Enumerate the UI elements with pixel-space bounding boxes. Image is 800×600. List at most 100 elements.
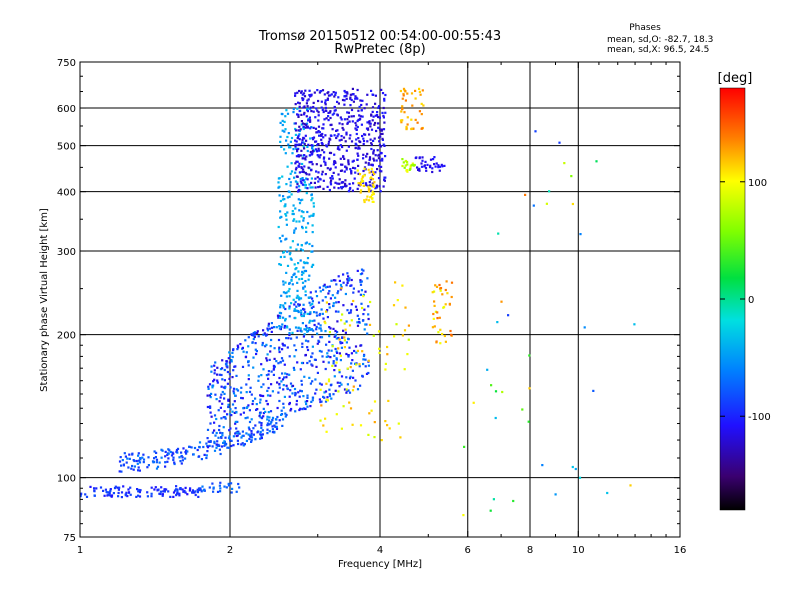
data-point xyxy=(167,457,170,460)
data-point xyxy=(284,307,287,311)
data-point xyxy=(223,410,226,413)
data-point xyxy=(316,89,319,92)
data-point xyxy=(347,337,350,340)
data-point xyxy=(280,357,284,360)
data-point xyxy=(329,181,332,184)
data-point xyxy=(340,163,343,166)
data-point xyxy=(300,167,303,170)
data-point xyxy=(397,422,400,425)
data-point xyxy=(372,192,375,195)
data-point xyxy=(232,435,235,438)
data-point xyxy=(316,371,319,374)
data-point xyxy=(85,495,89,498)
data-point xyxy=(317,119,320,122)
data-point xyxy=(205,454,208,457)
data-point xyxy=(123,452,126,455)
data-point xyxy=(373,172,376,176)
data-point xyxy=(382,114,385,117)
data-point xyxy=(379,159,382,162)
data-point xyxy=(377,177,381,180)
data-point xyxy=(241,397,244,400)
data-point xyxy=(358,317,361,321)
data-point xyxy=(403,368,406,371)
data-point xyxy=(325,301,328,304)
data-point xyxy=(220,393,223,396)
data-point xyxy=(330,349,333,352)
data-point xyxy=(337,173,340,176)
data-point xyxy=(283,344,286,347)
data-point xyxy=(213,369,216,372)
stats-line-x: mean, sd,X: 96.5, 24.5 xyxy=(607,45,709,55)
data-point xyxy=(284,203,287,206)
data-point xyxy=(221,378,224,381)
data-point xyxy=(400,110,403,113)
data-point xyxy=(339,359,342,362)
data-point xyxy=(359,183,362,186)
data-point xyxy=(371,193,374,196)
data-point xyxy=(320,141,323,145)
data-point xyxy=(404,159,407,163)
data-point xyxy=(352,115,355,118)
data-point xyxy=(277,338,281,342)
data-point xyxy=(371,190,374,193)
data-point xyxy=(231,410,234,413)
data-point xyxy=(284,412,287,415)
data-point xyxy=(205,442,208,445)
data-point xyxy=(444,288,447,292)
data-point xyxy=(197,495,200,498)
data-point xyxy=(295,147,298,150)
data-point xyxy=(285,337,288,340)
data-point xyxy=(217,436,220,439)
data-point xyxy=(320,383,323,386)
data-point xyxy=(296,91,299,94)
data-point xyxy=(299,259,302,262)
data-point xyxy=(323,320,326,323)
data-point xyxy=(322,110,325,114)
data-point xyxy=(332,171,335,174)
data-point xyxy=(356,349,359,352)
data-point xyxy=(164,450,167,453)
data-point xyxy=(349,97,352,100)
data-point xyxy=(300,215,303,218)
data-point xyxy=(247,426,250,429)
data-point xyxy=(184,486,187,489)
data-point xyxy=(326,396,329,399)
data-point xyxy=(251,400,255,403)
data-point xyxy=(184,451,187,454)
data-point xyxy=(356,158,359,161)
data-point xyxy=(294,129,298,132)
data-point xyxy=(288,373,291,376)
data-point xyxy=(301,227,304,230)
data-point xyxy=(426,163,429,166)
data-point xyxy=(343,339,346,342)
data-point xyxy=(310,355,313,358)
data-point xyxy=(433,290,436,293)
data-point xyxy=(281,424,284,427)
data-point xyxy=(234,420,237,423)
data-point xyxy=(289,257,292,260)
data-point xyxy=(524,193,527,196)
data-point xyxy=(324,322,327,325)
data-point xyxy=(289,389,292,392)
data-point xyxy=(310,328,313,331)
data-point xyxy=(335,357,338,360)
data-point xyxy=(295,166,298,169)
data-point xyxy=(299,327,302,330)
data-point xyxy=(345,133,348,136)
data-point xyxy=(282,344,285,347)
data-point xyxy=(323,93,326,96)
data-point xyxy=(372,152,375,155)
data-point xyxy=(269,345,272,348)
data-point xyxy=(317,147,320,150)
data-point xyxy=(262,383,265,386)
data-point xyxy=(326,352,329,355)
data-point xyxy=(286,211,289,214)
data-point xyxy=(280,380,283,383)
data-point xyxy=(212,490,215,493)
data-point xyxy=(300,383,303,386)
data-point xyxy=(406,170,409,173)
data-point xyxy=(235,388,238,391)
data-point xyxy=(340,383,343,386)
data-point xyxy=(191,489,194,492)
data-point xyxy=(361,176,364,179)
